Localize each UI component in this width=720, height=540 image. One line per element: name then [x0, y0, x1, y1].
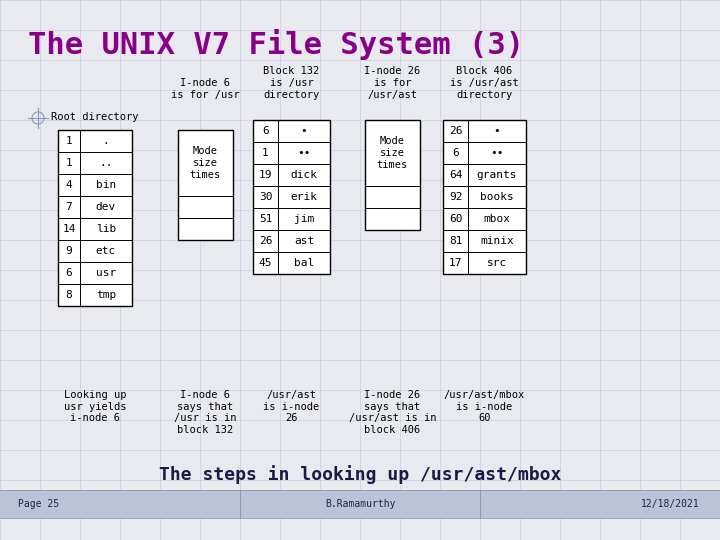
Text: mbox: mbox: [484, 214, 510, 224]
Text: Block 406: Block 406: [456, 66, 513, 76]
Text: 1: 1: [66, 136, 73, 146]
Text: Mode
size
times: Mode size times: [190, 146, 221, 180]
Text: 1: 1: [66, 158, 73, 168]
Text: 6: 6: [452, 148, 459, 158]
Text: ..: ..: [99, 158, 113, 168]
Text: 26: 26: [449, 126, 462, 136]
Text: grants: grants: [477, 170, 517, 180]
Text: 81: 81: [449, 236, 462, 246]
Text: directory: directory: [456, 90, 513, 100]
Bar: [253, 120, 330, 274]
Text: tmp: tmp: [96, 290, 116, 300]
Text: 26: 26: [258, 236, 272, 246]
Text: 64: 64: [449, 170, 462, 180]
Text: The UNIX V7 File System (3): The UNIX V7 File System (3): [28, 30, 524, 60]
Text: /usr/ast/mbox
is i-node
60: /usr/ast/mbox is i-node 60: [444, 390, 525, 423]
Text: 60: 60: [449, 214, 462, 224]
Bar: [443, 120, 526, 274]
Text: 12/18/2021: 12/18/2021: [642, 499, 700, 509]
Text: Block 132: Block 132: [264, 66, 320, 76]
Text: is /usr: is /usr: [269, 78, 313, 88]
Text: Root directory: Root directory: [51, 112, 139, 122]
Text: ast: ast: [294, 236, 314, 246]
Text: dick: dick: [290, 170, 318, 180]
Text: 17: 17: [449, 258, 462, 268]
Bar: [58, 130, 132, 306]
Text: etc: etc: [96, 246, 116, 256]
Bar: [365, 120, 420, 230]
Text: minix: minix: [480, 236, 514, 246]
Text: 8: 8: [66, 290, 73, 300]
Text: B.Ramamurthy: B.Ramamurthy: [325, 499, 395, 509]
Text: 14: 14: [62, 224, 76, 234]
Text: src: src: [487, 258, 507, 268]
Text: is for /usr: is for /usr: [171, 90, 240, 100]
Text: directory: directory: [264, 90, 320, 100]
Text: 30: 30: [258, 192, 272, 202]
Text: ••: ••: [490, 148, 504, 158]
Text: I-node 6: I-node 6: [181, 78, 230, 88]
Bar: [178, 130, 233, 240]
Text: usr: usr: [96, 268, 116, 278]
Text: 9: 9: [66, 246, 73, 256]
Text: 51: 51: [258, 214, 272, 224]
Text: is for: is for: [374, 78, 411, 88]
Text: 19: 19: [258, 170, 272, 180]
Text: erik: erik: [290, 192, 318, 202]
Text: 7: 7: [66, 202, 73, 212]
Text: .: .: [103, 136, 109, 146]
Text: •: •: [301, 126, 307, 136]
Text: 92: 92: [449, 192, 462, 202]
Text: bin: bin: [96, 180, 116, 190]
Text: 1: 1: [262, 148, 269, 158]
Text: is /usr/ast: is /usr/ast: [450, 78, 519, 88]
Text: jim: jim: [294, 214, 314, 224]
Text: I-node 26: I-node 26: [364, 66, 420, 76]
Bar: [0, 490, 720, 518]
Text: Mode
size
times: Mode size times: [377, 137, 408, 170]
Text: books: books: [480, 192, 514, 202]
Text: 6: 6: [66, 268, 73, 278]
Text: Looking up
usr yields
i-node 6: Looking up usr yields i-node 6: [64, 390, 126, 423]
Text: dev: dev: [96, 202, 116, 212]
Text: I-node 26
says that
/usr/ast is in
block 406: I-node 26 says that /usr/ast is in block…: [348, 390, 436, 435]
Text: bal: bal: [294, 258, 314, 268]
Text: ••: ••: [297, 148, 311, 158]
Text: The steps in looking up /usr/ast/mbox: The steps in looking up /usr/ast/mbox: [159, 465, 561, 484]
Text: /usr/ast: /usr/ast: [367, 90, 418, 100]
Text: 6: 6: [262, 126, 269, 136]
Text: lib: lib: [96, 224, 116, 234]
Text: I-node 6
says that
/usr is in
block 132: I-node 6 says that /usr is in block 132: [174, 390, 237, 435]
Text: 4: 4: [66, 180, 73, 190]
Text: /usr/ast
is i-node
26: /usr/ast is i-node 26: [264, 390, 320, 423]
Text: 45: 45: [258, 258, 272, 268]
Text: •: •: [494, 126, 500, 136]
Text: Page 25: Page 25: [18, 499, 59, 509]
